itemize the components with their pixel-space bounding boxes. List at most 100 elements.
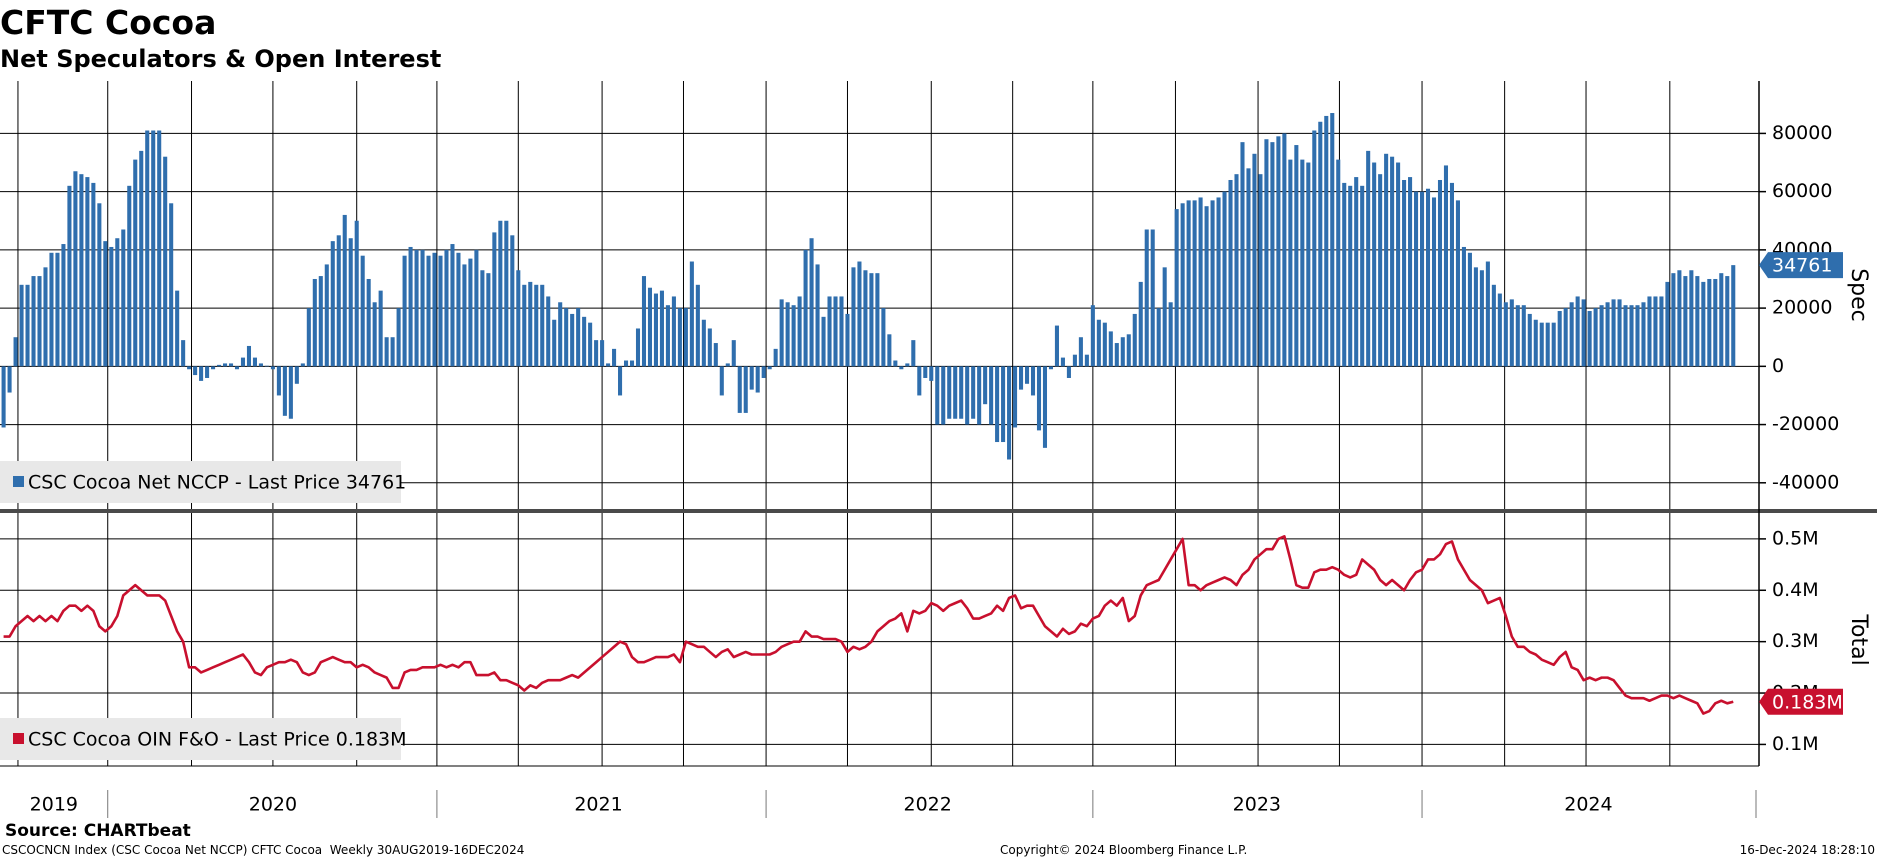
bar xyxy=(175,290,180,367)
bar xyxy=(791,305,796,367)
bar xyxy=(1312,130,1317,367)
bar xyxy=(1635,305,1640,367)
bar xyxy=(1683,276,1688,367)
bar xyxy=(276,366,281,396)
x-tick-label: 2022 xyxy=(903,794,951,816)
bar xyxy=(1330,113,1335,367)
bar xyxy=(1336,159,1341,367)
bar xyxy=(1563,308,1568,367)
bar xyxy=(402,255,407,367)
bar xyxy=(629,360,635,367)
bar xyxy=(665,305,670,367)
bar xyxy=(1581,299,1586,367)
bar xyxy=(1162,267,1167,367)
bar xyxy=(1090,305,1095,367)
legend-box xyxy=(0,718,401,760)
bar xyxy=(911,340,916,367)
bar xyxy=(1132,313,1137,367)
bar xyxy=(1348,185,1353,367)
bar xyxy=(1126,334,1131,367)
bar xyxy=(1527,313,1532,367)
bar xyxy=(929,366,934,381)
y-tick-label: 0.5M xyxy=(1772,527,1819,549)
bar xyxy=(1455,200,1460,367)
bar xyxy=(1701,281,1706,367)
bar xyxy=(803,249,808,367)
bar xyxy=(217,364,222,367)
bar xyxy=(1222,191,1227,367)
bar xyxy=(205,366,210,378)
footer-description: CSCOCNCN Index (CSC Cocoa Net NCCP) CFTC… xyxy=(2,843,524,857)
bar xyxy=(187,366,192,370)
bar xyxy=(1192,200,1197,367)
bar xyxy=(139,150,144,367)
bar xyxy=(223,363,228,367)
bar xyxy=(1695,276,1700,367)
bar xyxy=(558,302,563,367)
bar xyxy=(1605,302,1610,367)
bar xyxy=(1007,366,1012,460)
legend-swatch xyxy=(13,476,24,487)
bar xyxy=(606,363,611,367)
line xyxy=(3,535,1734,715)
bar xyxy=(432,252,437,367)
bar xyxy=(1240,142,1245,367)
bar xyxy=(426,255,431,367)
bar xyxy=(600,340,605,367)
bar xyxy=(534,284,539,367)
bar xyxy=(145,130,150,367)
bar xyxy=(1414,191,1419,367)
bar xyxy=(1551,322,1556,367)
bar xyxy=(677,308,682,367)
bar xyxy=(1114,343,1119,367)
bar xyxy=(1617,299,1622,367)
bar xyxy=(1653,296,1658,367)
bar xyxy=(1264,139,1269,367)
bar xyxy=(468,258,473,367)
frame-layer xyxy=(0,81,1877,767)
bar xyxy=(1216,197,1221,367)
bar xyxy=(827,296,832,367)
bar xyxy=(13,337,18,367)
bar xyxy=(1288,159,1293,367)
bar xyxy=(199,366,204,381)
bar xyxy=(7,366,12,393)
bar xyxy=(1491,284,1496,367)
bar xyxy=(1443,165,1449,367)
chart-subtitle: Net Speculators & Open Interest xyxy=(0,45,441,73)
bar xyxy=(127,185,132,367)
bar xyxy=(1575,296,1580,367)
bar xyxy=(240,357,246,367)
bar xyxy=(623,360,629,367)
bar xyxy=(121,229,126,367)
bar xyxy=(450,244,455,367)
bar xyxy=(1366,150,1371,367)
bar xyxy=(324,264,329,367)
bar xyxy=(821,316,826,367)
bar xyxy=(1372,162,1377,367)
bar xyxy=(1318,121,1323,367)
bar xyxy=(1671,273,1676,367)
bar xyxy=(390,337,395,367)
bar xyxy=(653,293,658,367)
bar xyxy=(1599,305,1604,367)
bar xyxy=(923,366,928,378)
x-tick-label: 2023 xyxy=(1233,794,1281,816)
bar xyxy=(881,308,886,367)
x-tick-label: 2021 xyxy=(574,794,622,816)
bar xyxy=(228,363,234,367)
bar xyxy=(1276,136,1281,367)
bar xyxy=(169,203,174,367)
bar xyxy=(378,290,383,367)
bar xyxy=(1467,252,1472,367)
last-price-label: 34761 xyxy=(1772,255,1832,277)
bar xyxy=(1108,331,1113,367)
bar xyxy=(91,182,96,367)
bar xyxy=(570,313,575,367)
y-tick-label: -20000 xyxy=(1772,413,1839,435)
bar xyxy=(252,357,257,367)
bar xyxy=(701,319,706,367)
bar xyxy=(1587,311,1592,367)
